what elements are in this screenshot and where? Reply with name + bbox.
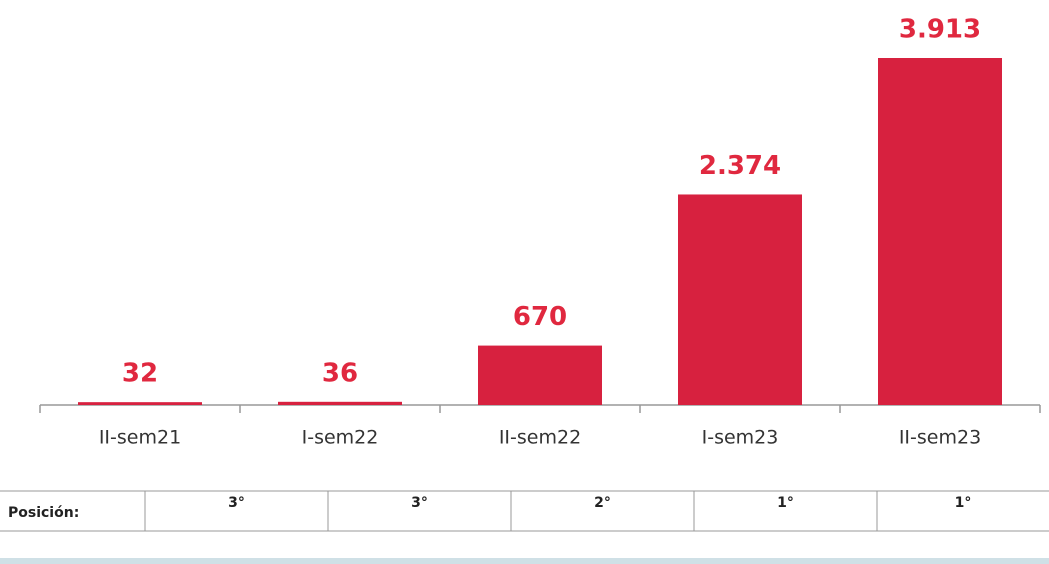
bar bbox=[878, 58, 1002, 405]
table-cell: 3° bbox=[228, 495, 245, 511]
x-tick-label: I-sem22 bbox=[302, 427, 379, 449]
table-cell: 1° bbox=[777, 495, 794, 511]
value-label: 36 bbox=[322, 358, 358, 388]
footer-strip bbox=[0, 558, 1049, 564]
value-label: 2.374 bbox=[699, 151, 781, 181]
x-tick-label: II-sem21 bbox=[99, 427, 181, 449]
value-label: 670 bbox=[513, 302, 567, 332]
value-label: 32 bbox=[122, 359, 158, 389]
table-header: Posición: bbox=[8, 505, 79, 521]
bar bbox=[478, 345, 602, 405]
bar bbox=[678, 194, 802, 405]
value-label: 3.913 bbox=[899, 15, 981, 45]
table-cell: 3° bbox=[411, 495, 428, 511]
x-tick-label: I-sem23 bbox=[702, 427, 779, 449]
x-tick-label: II-sem23 bbox=[899, 427, 981, 449]
table-cell: 2° bbox=[594, 495, 611, 511]
bar bbox=[78, 402, 202, 405]
x-tick-label: II-sem22 bbox=[499, 427, 581, 449]
table-cell: 1° bbox=[955, 495, 972, 511]
bar bbox=[278, 401, 402, 405]
